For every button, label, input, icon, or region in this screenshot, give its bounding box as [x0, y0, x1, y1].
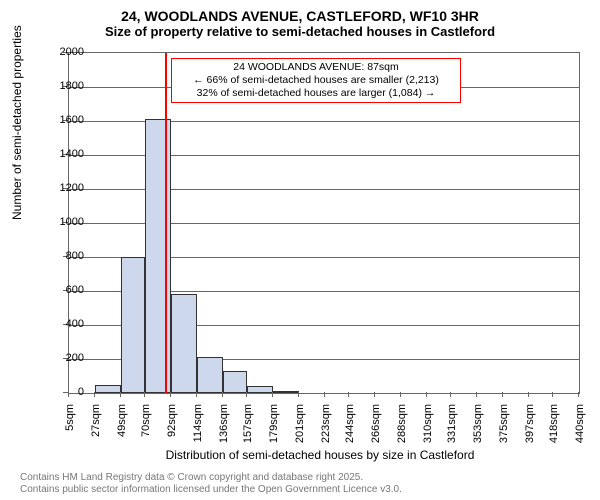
y-tick-label: 200 — [44, 352, 84, 364]
x-tick — [450, 392, 451, 397]
y-tick-label: 1000 — [44, 216, 84, 228]
x-tick — [400, 392, 401, 397]
x-tick-label: 157sqm — [242, 404, 254, 454]
y-tick-label: 1200 — [44, 182, 84, 194]
x-tick-label: 114sqm — [192, 404, 204, 454]
x-tick-label: 310sqm — [422, 404, 434, 454]
property-marker-line — [165, 53, 167, 393]
x-tick — [94, 392, 95, 397]
histogram-bar — [197, 357, 223, 393]
histogram-bar — [247, 386, 273, 393]
histogram-bar — [121, 257, 146, 393]
x-tick-label: 418sqm — [548, 404, 560, 454]
x-tick — [246, 392, 247, 397]
x-tick-label: 27sqm — [90, 404, 102, 454]
x-tick — [120, 392, 121, 397]
x-tick — [68, 392, 69, 397]
annotation-box: 24 WOODLANDS AVENUE: 87sqm← 66% of semi-… — [171, 58, 461, 103]
x-tick-label: 244sqm — [344, 404, 356, 454]
footer-line-2: Contains public sector information licen… — [20, 484, 402, 496]
histogram-bar — [171, 294, 197, 393]
x-tick — [502, 392, 503, 397]
y-tick-label: 400 — [44, 318, 84, 330]
y-tick-label: 600 — [44, 284, 84, 296]
x-tick — [324, 392, 325, 397]
footer-text: Contains HM Land Registry data © Crown c… — [20, 472, 402, 496]
x-axis-label: Distribution of semi-detached houses by … — [20, 448, 600, 462]
x-tick-label: 49sqm — [116, 404, 128, 454]
histogram-bar — [223, 371, 248, 393]
chart-container: 24, WOODLANDS AVENUE, CASTLEFORD, WF10 3… — [0, 0, 600, 500]
x-tick-label: 397sqm — [524, 404, 536, 454]
x-tick — [528, 392, 529, 397]
x-tick-label: 136sqm — [218, 404, 230, 454]
histogram-bar — [273, 391, 299, 393]
x-tick — [426, 392, 427, 397]
x-tick-label: 331sqm — [446, 404, 458, 454]
x-tick — [170, 392, 171, 397]
y-tick-label: 1400 — [44, 148, 84, 160]
x-tick — [578, 392, 579, 397]
chart-subtitle: Size of property relative to semi-detach… — [0, 24, 600, 43]
x-tick-label: 179sqm — [268, 404, 280, 454]
y-axis-label: Number of semi-detached properties — [10, 25, 24, 220]
x-tick-label: 201sqm — [294, 404, 306, 454]
x-tick — [298, 392, 299, 397]
footer-line-1: Contains HM Land Registry data © Crown c… — [20, 472, 402, 484]
x-tick-label: 266sqm — [370, 404, 382, 454]
x-tick-label: 5sqm — [64, 404, 76, 454]
x-tick — [222, 392, 223, 397]
plot-area: 24 WOODLANDS AVENUE: 87sqm← 66% of semi-… — [68, 52, 580, 394]
y-tick-label: 2000 — [44, 46, 84, 58]
y-tick-label: 1600 — [44, 114, 84, 126]
x-tick-label: 440sqm — [574, 404, 586, 454]
y-tick-label: 0 — [44, 386, 84, 398]
annotation-line: 32% of semi-detached houses are larger (… — [176, 87, 456, 100]
x-tick — [374, 392, 375, 397]
x-tick-label: 375sqm — [498, 404, 510, 454]
x-tick — [348, 392, 349, 397]
annotation-line: 24 WOODLANDS AVENUE: 87sqm — [176, 61, 456, 74]
chart-title: 24, WOODLANDS AVENUE, CASTLEFORD, WF10 3… — [0, 0, 600, 24]
x-tick — [196, 392, 197, 397]
histogram-bar — [95, 385, 121, 394]
annotation-line: ← 66% of semi-detached houses are smalle… — [176, 74, 456, 87]
x-tick-label: 288sqm — [396, 404, 408, 454]
x-tick-label: 223sqm — [320, 404, 332, 454]
y-tick-label: 800 — [44, 250, 84, 262]
x-tick-label: 353sqm — [472, 404, 484, 454]
x-tick-label: 92sqm — [166, 404, 178, 454]
x-tick — [552, 392, 553, 397]
y-tick-label: 1800 — [44, 80, 84, 92]
x-tick — [272, 392, 273, 397]
x-tick-label: 70sqm — [140, 404, 152, 454]
x-tick — [476, 392, 477, 397]
x-tick — [144, 392, 145, 397]
